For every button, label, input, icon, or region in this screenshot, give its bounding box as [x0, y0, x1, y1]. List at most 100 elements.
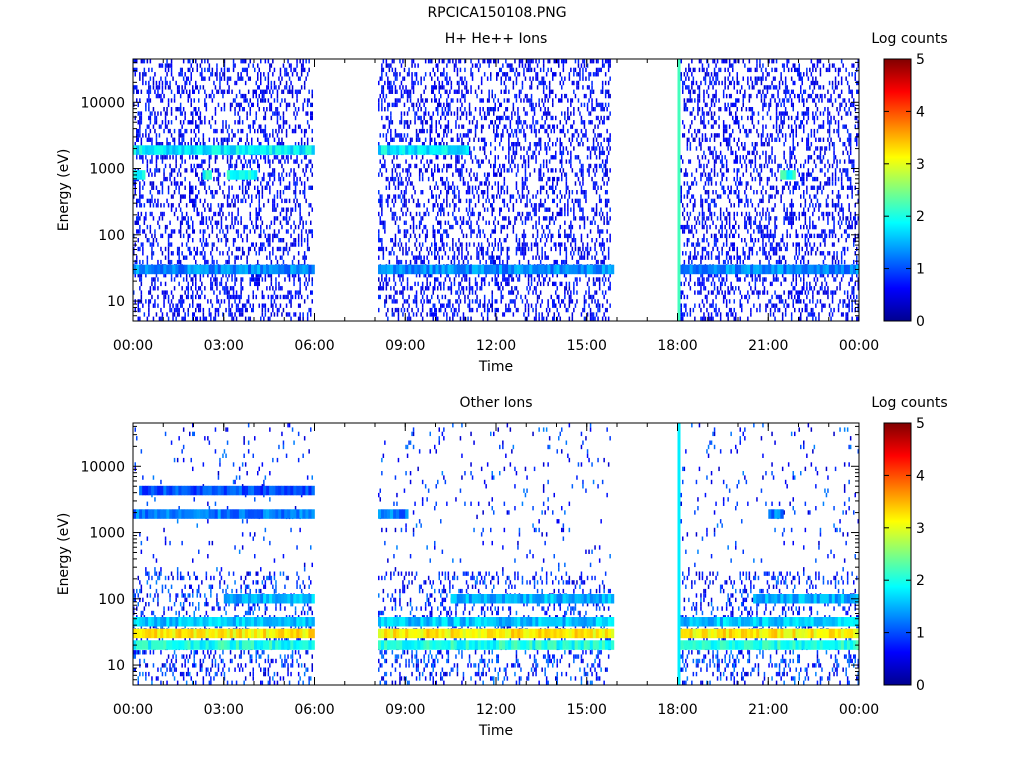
count-cell — [240, 198, 242, 204]
count-cell — [555, 242, 557, 247]
count-cell — [506, 224, 509, 230]
count-cell — [544, 111, 546, 116]
count-cell — [592, 216, 595, 221]
count-cell — [496, 128, 498, 134]
count-cell — [252, 63, 255, 68]
count-cell — [462, 312, 465, 317]
count-cell — [399, 273, 401, 278]
count-cell — [241, 277, 244, 282]
count-cell — [381, 115, 383, 121]
count-cell — [480, 246, 483, 252]
count-cell — [308, 273, 310, 278]
count-cell — [216, 299, 218, 304]
count-cell — [582, 255, 584, 260]
count-cell — [181, 286, 183, 291]
count-cell — [523, 194, 525, 199]
count-cell — [158, 124, 161, 129]
count-cell — [192, 203, 194, 208]
count-cell — [403, 198, 406, 204]
count-cell — [234, 216, 236, 221]
count-cell — [461, 163, 463, 169]
count-cell — [502, 273, 504, 278]
count-cell — [176, 273, 179, 278]
count-cell — [184, 85, 186, 90]
count-cell — [494, 107, 497, 112]
count-cell — [446, 233, 448, 239]
count-cell — [526, 194, 528, 199]
count-cell — [225, 259, 227, 265]
count-cell — [441, 203, 444, 208]
count-cell — [149, 111, 152, 116]
count-cell — [273, 220, 276, 225]
count-cell — [427, 176, 430, 182]
count-cell — [530, 155, 533, 160]
count-cell — [415, 155, 418, 160]
count-cell — [293, 176, 295, 182]
count-cell — [545, 255, 548, 260]
count-cell — [583, 59, 586, 64]
count-cell — [290, 211, 292, 217]
count-cell — [468, 146, 471, 151]
count-cell — [598, 242, 601, 247]
count-cell — [254, 159, 256, 164]
count-cell — [440, 93, 442, 99]
count-cell — [595, 137, 598, 142]
count-cell — [412, 80, 415, 86]
count-cell — [434, 80, 436, 86]
count-cell — [440, 211, 442, 217]
count-cell — [533, 211, 536, 217]
count-cell — [244, 303, 247, 308]
count-cell — [385, 281, 388, 287]
count-cell — [533, 286, 536, 291]
count-cell — [157, 85, 159, 90]
count-cell — [257, 63, 259, 68]
count-cell — [260, 80, 262, 86]
count-cell — [583, 224, 586, 230]
count-cell — [556, 316, 559, 321]
count-cell — [155, 273, 158, 278]
count-cell — [403, 76, 406, 81]
count-cell — [396, 102, 398, 108]
count-cell — [437, 211, 439, 217]
count-cell — [199, 220, 202, 225]
count-cell — [403, 203, 406, 208]
count-cell — [449, 59, 451, 64]
count-cell — [182, 255, 185, 260]
count-cell — [559, 224, 562, 230]
count-cell — [207, 203, 209, 208]
count-cell — [187, 246, 190, 252]
count-cell — [142, 76, 144, 81]
count-cell — [151, 181, 153, 186]
count-cell — [500, 102, 503, 108]
count-cell — [446, 98, 448, 103]
count-cell — [594, 290, 596, 295]
count-cell — [148, 107, 150, 112]
count-cell — [559, 142, 562, 147]
count-cell — [170, 203, 173, 208]
count-cell — [592, 72, 595, 77]
count-cell — [565, 307, 568, 313]
count-cell — [426, 128, 428, 134]
count-cell — [421, 216, 424, 221]
count-cell — [155, 115, 158, 121]
count-cell — [515, 93, 518, 99]
count-cell — [282, 207, 285, 212]
count-cell — [446, 198, 448, 204]
count-cell — [470, 59, 472, 64]
count-cell — [195, 172, 197, 177]
count-cell — [429, 281, 432, 287]
count-cell — [412, 185, 415, 190]
count-cell — [208, 207, 211, 212]
count-cell — [284, 294, 286, 300]
count-cell — [426, 207, 428, 212]
count-cell — [161, 80, 164, 86]
count-cell — [185, 80, 188, 86]
count-cell — [173, 98, 176, 103]
count-cell — [550, 238, 553, 243]
count-cell — [601, 259, 604, 265]
count-cell — [541, 312, 543, 317]
count-cell — [226, 137, 229, 142]
count-cell — [381, 172, 383, 177]
count-cell — [468, 198, 471, 204]
count-cell — [178, 246, 180, 252]
